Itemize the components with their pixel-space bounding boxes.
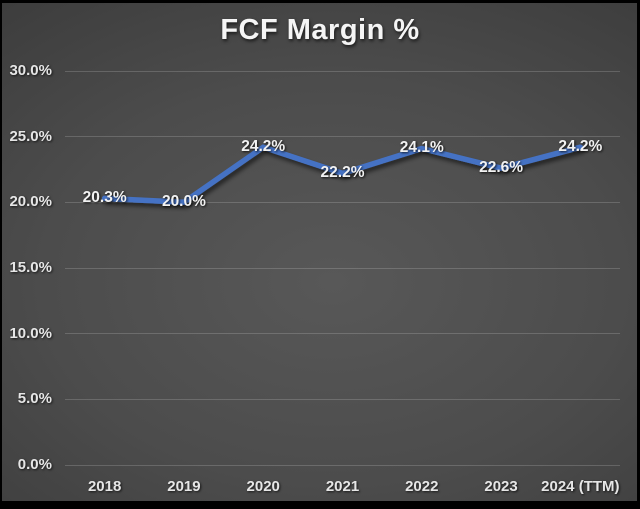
gridline bbox=[65, 333, 620, 335]
gridline bbox=[65, 464, 620, 466]
x-axis-tick-label: 2021 bbox=[325, 478, 360, 495]
data-point-label: 20.3% bbox=[82, 189, 127, 207]
data-point-label: 20.0% bbox=[161, 193, 206, 211]
y-axis-tick-label: 15.0% bbox=[9, 259, 52, 276]
gridline bbox=[65, 70, 620, 72]
y-axis-tick-label: 5.0% bbox=[17, 390, 52, 408]
data-point-label: 22.6% bbox=[479, 159, 524, 177]
data-point-label: 24.2% bbox=[558, 138, 603, 156]
x-axis-tick-label: 2020 bbox=[246, 478, 280, 495]
gridline bbox=[65, 136, 620, 138]
data-point-label: 24.1% bbox=[399, 139, 444, 157]
x-axis-tick-label: 2023 bbox=[484, 478, 518, 495]
x-axis-tick-label: 2019 bbox=[167, 478, 201, 495]
y-axis-tick-label: 0.0% bbox=[17, 456, 52, 473]
data-point-label: 22.2% bbox=[320, 164, 365, 182]
y-axis-tick-label: 30.0% bbox=[9, 62, 52, 79]
gridline bbox=[65, 201, 620, 203]
trend-line bbox=[101, 144, 584, 206]
y-axis-tick-label: 20.0% bbox=[9, 193, 52, 211]
x-axis-tick-label: 2024 (TTM) bbox=[541, 478, 620, 495]
chart-title: FCF Margin % bbox=[220, 14, 420, 46]
data-point-label: 24.2% bbox=[241, 138, 286, 156]
gridline bbox=[65, 398, 620, 400]
chart-background bbox=[2, 3, 637, 501]
gridline bbox=[65, 267, 620, 269]
y-axis-tick-label: 10.0% bbox=[9, 324, 52, 342]
y-axis-tick-label: 25.0% bbox=[9, 127, 52, 145]
x-axis-tick-label: 2018 bbox=[87, 478, 122, 495]
x-axis-tick-label: 2022 bbox=[405, 478, 439, 495]
